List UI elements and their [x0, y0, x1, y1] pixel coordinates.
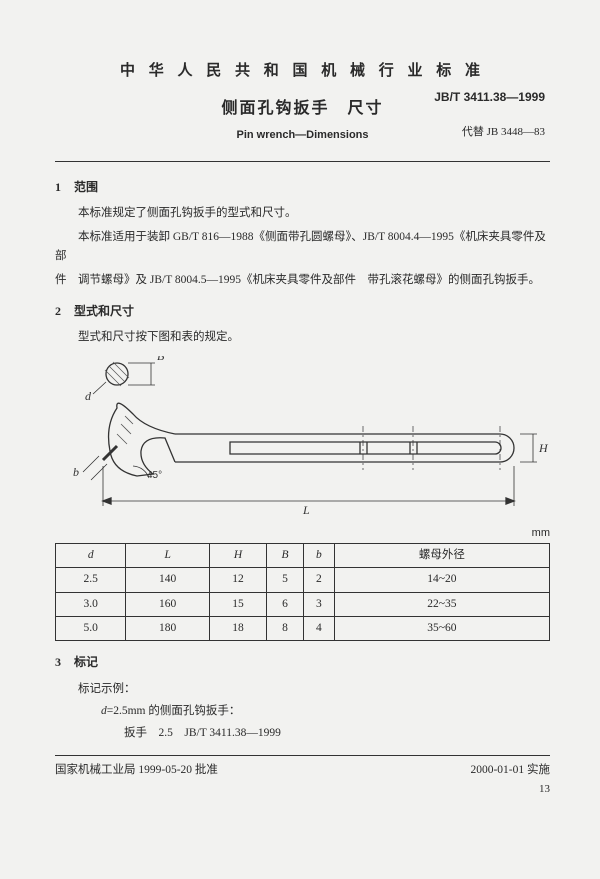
cell: 18 — [209, 616, 266, 640]
section-3-heading: 3 标记 — [55, 653, 550, 671]
cell: 140 — [126, 568, 210, 592]
cell: 15 — [209, 592, 266, 616]
marking-intro: 标记示例： — [78, 679, 550, 701]
section-1-num: 1 — [55, 178, 71, 196]
cell: 4 — [303, 616, 334, 640]
cell: 3 — [303, 592, 334, 616]
col-nutdia: 螺母外径 — [334, 544, 549, 568]
document-id: JB/T 3411.38—1999 — [434, 88, 545, 106]
table-row: 5.0 180 18 8 4 35~60 — [56, 616, 550, 640]
section-3-title: 标记 — [74, 655, 98, 669]
footer-effective: 2000-01-01 实施 — [470, 762, 550, 779]
marking-line2: 扳手 2.5 JB/T 3411.38—1999 — [124, 723, 550, 745]
replaces-line: 代替 JB 3448—83 — [462, 124, 545, 141]
diagram-label-B: B — [157, 356, 165, 363]
section-2-num: 2 — [55, 302, 71, 320]
cell: 3.0 — [56, 592, 126, 616]
cell: 22~35 — [334, 592, 549, 616]
footer-approval: 国家机械工业局 1999-05-20 批准 — [55, 762, 218, 779]
table-row: 3.0 160 15 6 3 22~35 — [56, 592, 550, 616]
cell: 5.0 — [56, 616, 126, 640]
para-scope-1: 本标准规定了侧面孔钩扳手的型式和尺寸。 — [55, 204, 550, 224]
section-1-heading: 1 范围 — [55, 178, 550, 196]
col-B: B — [267, 544, 304, 568]
diagram-label-b: b — [73, 465, 79, 479]
cell: 2.5 — [56, 568, 126, 592]
section-3-num: 3 — [55, 653, 71, 671]
dimension-table: d L H B b 螺母外径 2.5 140 12 5 2 14~20 3.0 … — [55, 543, 550, 641]
diagram-label-H: H — [538, 441, 549, 455]
cell: 14~20 — [334, 568, 549, 592]
para-scope-2b: 件 调节螺母》及 JB/T 8004.5—1995《机床夹具零件及部件 带孔滚花… — [55, 271, 550, 291]
cell: 160 — [126, 592, 210, 616]
diagram-label-d: d — [85, 389, 92, 403]
cell: 5 — [267, 568, 304, 592]
table-row: 2.5 140 12 5 2 14~20 — [56, 568, 550, 592]
cell: 35~60 — [334, 616, 549, 640]
diagram-label-angle: 45° — [147, 470, 162, 481]
divider-bottom — [55, 755, 550, 756]
col-L: L — [126, 544, 210, 568]
section-2-title: 型式和尺寸 — [74, 304, 134, 318]
col-b: b — [303, 544, 334, 568]
para-scope-2a: 本标准适用于装卸 GB/T 816—1988《侧面带孔圆螺母》、JB/T 800… — [55, 228, 550, 267]
diagram-label-L: L — [302, 503, 310, 517]
divider-top — [55, 161, 550, 162]
org-name: 中 华 人 民 共 和 国 机 械 行 业 标 准 — [55, 60, 550, 83]
cell: 2 — [303, 568, 334, 592]
table-unit: mm — [55, 525, 550, 542]
page-number: 13 — [55, 781, 550, 798]
cell: 8 — [267, 616, 304, 640]
col-d: d — [56, 544, 126, 568]
marking-line1-text: =2.5mm 的侧面孔钩扳手： — [107, 705, 241, 717]
col-H: H — [209, 544, 266, 568]
section-2-heading: 2 型式和尺寸 — [55, 302, 550, 320]
section-1-title: 范围 — [74, 180, 98, 194]
marking-line1: d=2.5mm 的侧面孔钩扳手： — [101, 701, 550, 723]
cell: 180 — [126, 616, 210, 640]
cell: 6 — [267, 592, 304, 616]
cell: 12 — [209, 568, 266, 592]
para-type: 型式和尺寸按下图和表的规定。 — [55, 328, 550, 348]
wrench-diagram: B d b H L 45° — [55, 356, 550, 521]
table-header-row: d L H B b 螺母外径 — [56, 544, 550, 568]
